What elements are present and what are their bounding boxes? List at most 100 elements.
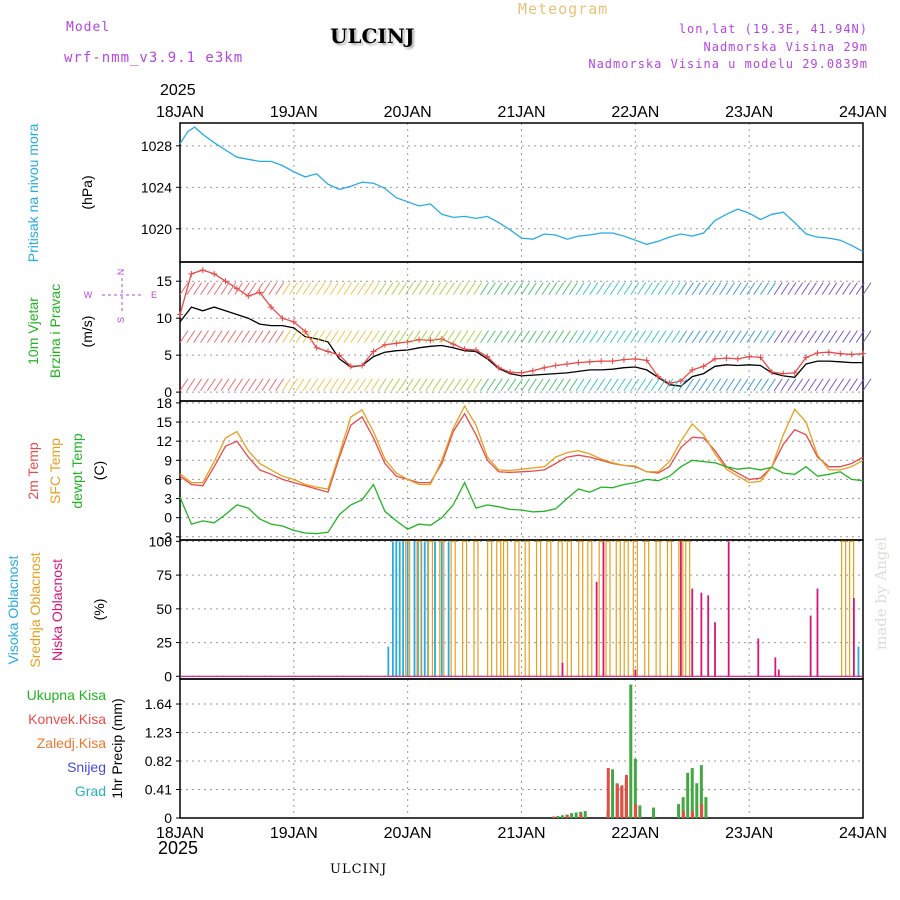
wind-barb xyxy=(582,378,592,391)
wind-barb xyxy=(432,282,442,295)
pressure-tick-label: 1024 xyxy=(141,179,172,195)
precip-bar xyxy=(606,767,610,818)
wind-barb xyxy=(206,330,216,343)
wind-barb xyxy=(350,378,360,391)
wind-barb xyxy=(234,282,244,295)
cloud-bar xyxy=(644,540,650,677)
wind-barb xyxy=(698,282,708,295)
wind-barb xyxy=(637,282,646,295)
station-elevation: Nadmorska Visina 29m xyxy=(703,40,868,54)
wind-barb xyxy=(452,282,462,295)
wind-barb xyxy=(370,378,380,391)
wind-barb xyxy=(562,330,571,343)
wind-barb xyxy=(411,378,421,391)
precip-bar xyxy=(699,765,703,818)
wind-barb xyxy=(439,330,448,343)
top-date-label: 22JAN xyxy=(611,104,659,121)
gust-marker xyxy=(359,362,366,369)
bottom-date-label: 24JAN xyxy=(839,825,887,842)
wind-barb xyxy=(398,330,407,343)
cloud-bar xyxy=(395,541,398,677)
precip-legend-label: Grad xyxy=(75,783,106,799)
wind-barb xyxy=(521,378,530,391)
wind-barb xyxy=(726,330,735,343)
wind-barb xyxy=(650,330,660,343)
wind-barb xyxy=(814,378,824,391)
wind-barb xyxy=(589,378,599,391)
wind-barb xyxy=(726,378,735,391)
wind-barb xyxy=(418,330,428,343)
cloud-bar xyxy=(816,588,819,677)
cloud-bar xyxy=(685,540,691,677)
wind-barb xyxy=(220,282,230,295)
wind-barb xyxy=(507,378,517,391)
compass-west-label: W xyxy=(84,290,93,300)
wind-barb xyxy=(862,378,872,391)
wind-barb xyxy=(247,378,257,391)
wind-barb xyxy=(568,330,578,343)
wind-barb xyxy=(732,282,742,295)
wind-barb xyxy=(329,378,339,391)
model-name: wrf-nmm_v3.9.1 e3km xyxy=(64,50,244,66)
wind-barb xyxy=(848,282,858,295)
gust-marker xyxy=(336,352,343,359)
pressure-unit-label: (hPa) xyxy=(79,175,95,209)
wind-unit-label: (m/s) xyxy=(79,316,95,348)
gust-marker xyxy=(313,344,320,351)
wind-barb xyxy=(295,378,305,391)
gust-marker xyxy=(324,348,331,355)
wind-barb xyxy=(282,330,291,343)
gust-marker xyxy=(598,358,605,365)
precip-bar xyxy=(625,774,629,818)
compass-rose xyxy=(102,278,142,314)
cloud-bar xyxy=(707,595,710,677)
wind-barb xyxy=(411,330,421,343)
precip-bar xyxy=(681,797,685,818)
wind-barb xyxy=(493,378,503,391)
wind-barb xyxy=(739,330,749,343)
wind-barb xyxy=(200,378,209,391)
wind-barb xyxy=(309,282,319,295)
wind-barb xyxy=(268,282,278,295)
wind-barb xyxy=(486,378,496,391)
cloud-bar xyxy=(623,540,629,677)
wind-barb xyxy=(603,282,612,295)
wind-barb xyxy=(186,330,196,343)
wind-barb xyxy=(418,282,428,295)
cloud-side-label: Niska Oblacnost xyxy=(49,559,65,661)
wind-barb xyxy=(391,330,401,343)
wind-barb xyxy=(521,282,530,295)
wind-barb xyxy=(486,330,496,343)
gust-marker xyxy=(461,346,468,353)
gust-marker xyxy=(518,369,525,376)
wind-barb xyxy=(596,330,606,343)
precipitation-panel: 0 0.41 0.82 1.23 1.64 1hr Precip (mm)Ukupna K… xyxy=(27,678,864,826)
cloud-bar xyxy=(546,540,552,677)
wind-barb xyxy=(760,282,769,295)
precip-bar xyxy=(681,811,685,818)
wind-barb xyxy=(698,378,708,391)
cloud-bar xyxy=(714,622,716,677)
wind-barb xyxy=(555,378,565,391)
temperature-tick-label: 9 xyxy=(164,452,172,468)
wind-barb xyxy=(193,378,203,391)
wind-barb xyxy=(548,282,558,295)
wind-barb xyxy=(671,378,681,391)
wind-barb xyxy=(780,330,790,343)
wind-barb xyxy=(753,330,763,343)
gust-marker xyxy=(211,270,218,277)
wind-barb xyxy=(384,330,394,343)
gust-marker xyxy=(860,350,866,357)
wind-barb xyxy=(179,330,189,343)
gust-marker xyxy=(507,369,514,376)
wind-tick-label: 15 xyxy=(156,273,172,289)
precip-bar xyxy=(611,769,615,818)
gust-marker xyxy=(541,364,548,371)
wind-barb xyxy=(391,378,401,391)
wind-barb xyxy=(705,378,715,391)
wind-barb xyxy=(350,330,360,343)
pressure-tick-label: 1020 xyxy=(141,221,172,237)
wind-barb xyxy=(685,330,694,343)
wind-barb xyxy=(473,378,483,391)
